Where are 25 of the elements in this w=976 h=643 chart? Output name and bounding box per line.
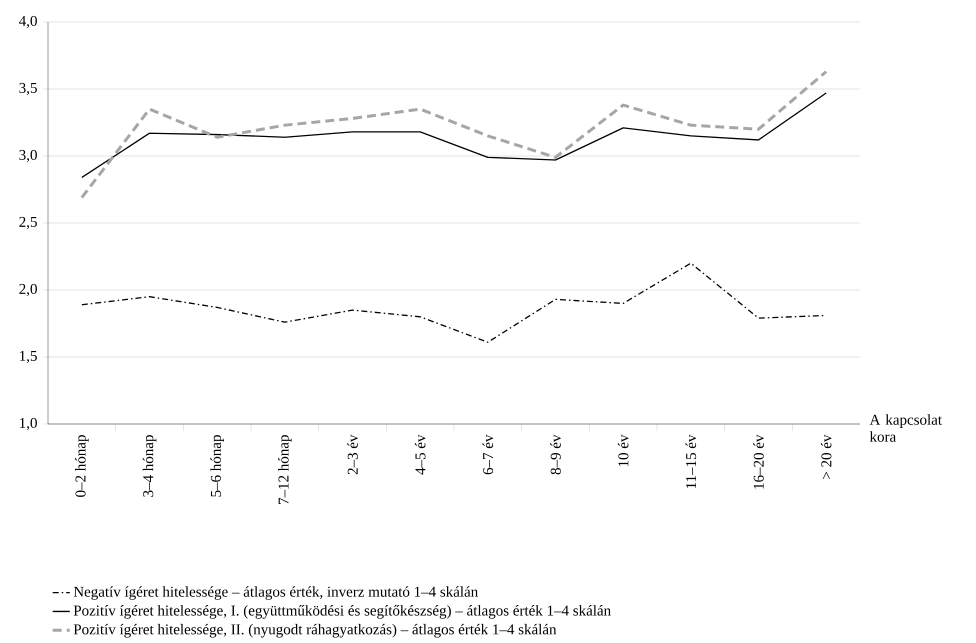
x-tick-label: 6–7 év (482, 434, 494, 474)
line-series (80, 70, 828, 200)
x-tick-label: 7–12 hónap (278, 435, 292, 504)
line-series (81, 92, 827, 178)
y-tick-label: 1,5 (20, 350, 37, 364)
x-tick-label: 3–4 hónap (142, 435, 156, 497)
x-tick-label: 16–20 év (753, 434, 764, 489)
x-tick-label: 5–6 hónap (210, 435, 224, 497)
x-tick-label: 10 év (618, 434, 628, 466)
y-tick-label: 1,0 (20, 418, 37, 430)
legend-label: Negatív ígéret hitelessége – átlagos érték, inverz mutató 1–4 skálán (74, 586, 478, 600)
x-tick-label: 4–5 év (414, 434, 426, 475)
y-tick-label: 4,0 (19, 16, 37, 28)
x-axis-title: A kapcsolat kora (870, 414, 942, 442)
x-tick-label: > 20 év (820, 434, 832, 479)
y-tick-label: 2,0 (19, 284, 37, 296)
legend-label: Pozitív ígéret hitelessége, II. (nyugodt ráhagyatkozás) – átlagos érték 1–4 skálán (74, 624, 556, 638)
y-tick-label: 3,5 (19, 82, 37, 96)
y-tick-label: 2,5 (19, 216, 37, 230)
legend-label: Pozitív ígéret hitelessége, I. (együttműködési és segítőkészség) – átlagos érték 1–4 skálán (74, 605, 611, 619)
y-tick-label: 3,0 (19, 150, 37, 162)
x-tick-label: 11–15 év (686, 434, 696, 488)
x-tick-label: 0–2 hónap (75, 435, 89, 497)
x-tick-label: 8–9 év (550, 434, 561, 474)
x-tick-label: 2–3 év (347, 434, 358, 474)
